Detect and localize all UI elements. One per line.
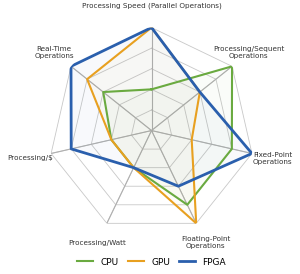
Legend: CPU, GPU, FPGA: CPU, GPU, FPGA xyxy=(74,254,230,270)
